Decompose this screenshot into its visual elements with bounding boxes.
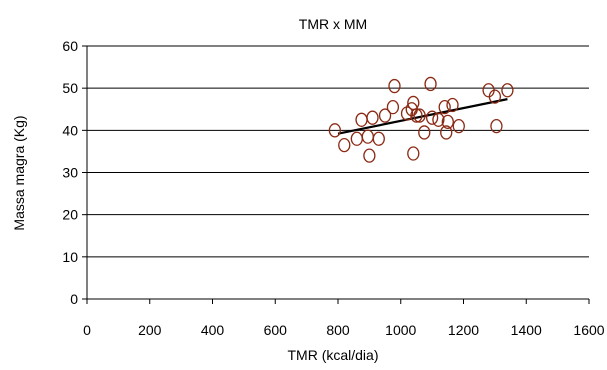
y-tick-label: 30 (62, 165, 78, 181)
data-point (488, 89, 502, 104)
data-point (361, 129, 374, 144)
y-tick-label: 20 (62, 207, 78, 223)
data-point (425, 110, 439, 125)
data-point (328, 123, 342, 138)
data-point (490, 118, 503, 134)
y-tick-label: 40 (62, 122, 78, 138)
x-tick-label: 800 (326, 322, 350, 338)
data-point (366, 110, 379, 125)
x-tick-label: 1000 (385, 322, 416, 338)
data-points (328, 76, 514, 163)
data-point (338, 137, 351, 153)
y-tick-label: 50 (62, 80, 78, 96)
y-tick-label: 60 (62, 38, 78, 54)
x-tick-label: 600 (264, 322, 288, 338)
x-tick-label: 400 (201, 322, 225, 338)
y-axis-label: Massa magra (Kg) (11, 115, 27, 230)
data-point (452, 118, 465, 134)
data-point (410, 108, 423, 123)
data-point (413, 108, 426, 123)
data-point (440, 125, 453, 140)
y-tick-label: 10 (62, 249, 78, 265)
x-tick-label: 200 (138, 322, 162, 338)
data-point (418, 125, 431, 140)
data-point (372, 131, 385, 146)
x-tick-label: 1200 (448, 322, 479, 338)
chart-title: TMR x MM (299, 16, 367, 32)
data-point (501, 83, 514, 98)
x-axis-label: TMR (kcal/dia) (287, 347, 378, 363)
data-point (446, 97, 459, 113)
x-tick-label: 1600 (573, 322, 604, 338)
data-point (438, 99, 451, 115)
x-tick-label: 0 (83, 322, 91, 338)
data-point (350, 131, 363, 146)
data-point (424, 76, 437, 92)
x-tick-labels: 0 200 400 600 800 1000 1200 1400 1600 (83, 322, 605, 338)
data-point (432, 112, 445, 127)
trendline-group (337, 98, 508, 135)
data-point (386, 99, 400, 115)
data-point (363, 148, 376, 163)
data-point (388, 78, 401, 94)
y-tick-label: 0 (70, 291, 78, 307)
trendline (337, 98, 508, 135)
data-point (355, 112, 368, 127)
grid-lines (87, 45, 589, 258)
x-tick-label: 1400 (511, 322, 542, 338)
data-point (407, 146, 420, 161)
axes (82, 45, 590, 304)
data-point (441, 114, 454, 130)
y-tick-labels: 0 10 20 30 40 50 60 (62, 38, 78, 307)
data-point (378, 108, 392, 123)
